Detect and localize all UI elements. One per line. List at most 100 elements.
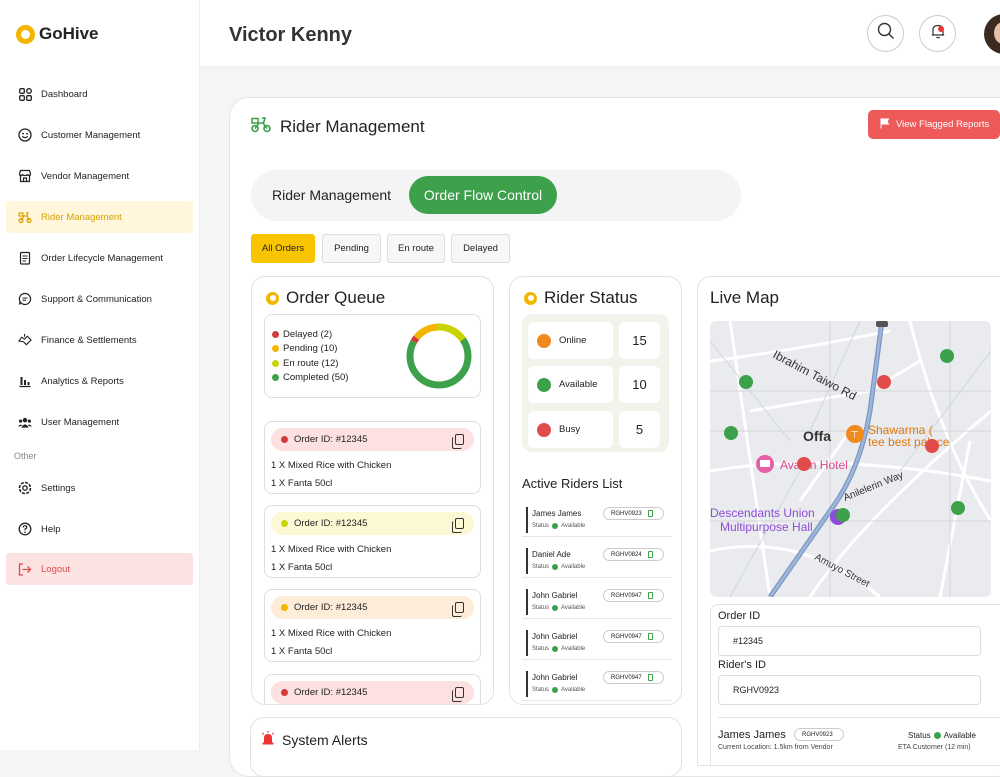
rider-code-pill[interactable]: RGHV0947 <box>603 671 664 684</box>
order-card[interactable]: Order ID: #12345 1 X Mixed Rice with Chi… <box>264 505 481 578</box>
map-label-hotel: Avalon Hotel <box>780 458 848 472</box>
notifications-button[interactable] <box>919 15 956 52</box>
rider-list-item[interactable]: John Gabriel Status Available RGHV0947 <box>522 667 672 701</box>
sidebar-item-finance[interactable]: Finance & Settlements <box>6 324 193 356</box>
rider-code: RGHV0923 <box>611 510 642 517</box>
copy-icon[interactable] <box>452 687 464 702</box>
rider-status-value: Available <box>561 646 586 652</box>
detail-rider-status: Status Available <box>908 731 976 740</box>
tab-rider-management[interactable]: Rider Management <box>272 187 392 203</box>
sidebar-item-vendor-management[interactable]: Vendor Management <box>6 160 193 192</box>
filter-all-orders[interactable]: All Orders <box>251 234 315 263</box>
rider-code-pill[interactable]: RGHV0947 <box>603 589 664 602</box>
sidebar-item-label: Help <box>41 523 61 535</box>
tab-order-flow-control[interactable]: Order Flow Control <box>409 176 557 214</box>
filter-delayed[interactable]: Delayed <box>451 234 510 263</box>
legend-completed: Completed (50) <box>272 372 348 383</box>
copy-icon[interactable] <box>452 434 464 449</box>
copy-icon[interactable] <box>452 602 464 617</box>
filter-pending[interactable]: Pending <box>322 234 381 263</box>
rider-status-value: Available <box>561 564 586 570</box>
top-bar: Victor Kenny <box>200 0 1000 67</box>
order-status-donut <box>406 323 472 389</box>
sidebar-item-analytics[interactable]: Analytics & Reports <box>6 365 193 397</box>
legend-dot <box>272 374 279 381</box>
order-id-pill: Order ID: #12345 <box>271 512 474 535</box>
rider-status: Status Available <box>532 605 585 611</box>
rider-code-pill[interactable]: RGHV0824 <box>603 548 664 561</box>
search-button[interactable] <box>867 15 904 52</box>
rider-divider <box>526 548 528 574</box>
sidebar-item-user-management[interactable]: User Management <box>6 406 193 438</box>
sidebar-item-help[interactable]: Help <box>6 513 193 545</box>
sidebar-item-customer-management[interactable]: Customer Management <box>6 119 193 151</box>
gohive-badge-icon <box>524 291 537 305</box>
rider-code-pill[interactable]: RGHV0923 <box>603 507 664 520</box>
sidebar-item-label: Rider Management <box>41 211 122 223</box>
status-dot <box>933 732 941 739</box>
sidebar-item-settings[interactable]: Settings <box>6 472 193 504</box>
rider-status-title: Rider Status <box>524 288 638 308</box>
status-dot <box>537 333 551 348</box>
order-id-pill: Order ID: #12345 <box>271 681 474 704</box>
view-flagged-reports-button[interactable]: View Flagged Reports <box>868 110 1000 139</box>
bike-icon <box>251 115 271 138</box>
rider-list-item[interactable]: John Gabriel Status Available RGHV0947 <box>522 626 672 660</box>
logout-button[interactable]: Logout <box>6 553 193 585</box>
sidebar-item-support[interactable]: Support & Communication <box>6 283 193 315</box>
sidebar-item-label: Customer Management <box>41 129 141 141</box>
map-label-poi: Shawarma ( <box>868 423 933 437</box>
logout-icon <box>18 562 32 576</box>
map-label-street: Ibrahim Taiwo Rd <box>771 347 859 403</box>
order-id: Order ID: #12345 <box>294 687 368 698</box>
detail-rider-code[interactable]: RGHV0923 <box>794 728 844 741</box>
legend-pending: Pending (10) <box>272 343 337 354</box>
sidebar-section-other: Other <box>14 451 37 461</box>
rider-list-item[interactable]: Daniel Ade Status Available RGHV0824 <box>522 544 672 578</box>
rider-name: James James <box>532 509 582 518</box>
rider-code: RGHV0947 <box>611 633 642 640</box>
rider-list-item[interactable]: James James Status Available RGHV0923 <box>522 503 672 537</box>
order-card[interactable]: Order ID: #12345 1 X Mixed Rice with Chi… <box>264 421 481 494</box>
sidebar-item-dashboard[interactable]: Dashboard <box>6 78 193 110</box>
order-item: 1 X Fanta 50cl <box>271 478 333 489</box>
rider-status-label: Status <box>532 564 550 570</box>
detail-rider-name: James James <box>718 729 786 741</box>
copy-icon[interactable] <box>647 633 653 640</box>
live-map-title: Live Map <box>710 288 779 307</box>
copy-icon[interactable] <box>647 551 653 558</box>
rider-list-item[interactable]: John Gabriel Status Available RGHV0947 <box>522 585 672 619</box>
sidebar-item-rider-management[interactable]: Rider Management <box>6 201 193 233</box>
status-dot <box>537 422 551 437</box>
rider-id-field[interactable]: RGHV0923 <box>718 675 981 705</box>
sidebar-item-label: User Management <box>41 416 120 428</box>
rider-code-pill[interactable]: RGHV0947 <box>603 630 664 643</box>
filter-en-route[interactable]: En route <box>387 234 445 263</box>
eta-text: ETA Customer (12 min) <box>898 744 971 751</box>
rider-status-title-text: Rider Status <box>544 288 638 307</box>
smile-icon <box>18 128 32 142</box>
order-id-field[interactable]: #12345 <box>718 626 981 656</box>
order-card[interactable]: Order ID: #12345 1 X Mixed Rice with Chi… <box>264 589 481 662</box>
page-title: Rider Management <box>280 116 425 136</box>
avatar[interactable] <box>984 14 1000 54</box>
chart-icon <box>18 374 32 388</box>
rider-divider <box>526 589 528 615</box>
app-logo[interactable]: GoHive <box>16 24 99 44</box>
copy-icon[interactable] <box>647 510 653 517</box>
rider-name: John Gabriel <box>532 632 578 641</box>
system-alerts-title-text: System Alerts <box>282 731 368 748</box>
order-item: 1 X Mixed Rice with Chicken <box>271 544 392 555</box>
copy-icon[interactable] <box>647 592 653 599</box>
order-card[interactable]: Order ID: #12345 <box>264 674 481 704</box>
chat-icon <box>18 292 32 306</box>
status-count: 15 <box>619 322 660 359</box>
status-label: Status <box>908 731 931 740</box>
rider-status-value: Available <box>561 605 586 611</box>
rider-divider <box>526 630 528 656</box>
sidebar-item-order-lifecycle[interactable]: Order Lifecycle Management <box>6 242 193 274</box>
flag-button-label: View Flagged Reports <box>896 119 990 130</box>
copy-icon[interactable] <box>647 674 653 681</box>
copy-icon[interactable] <box>452 518 464 533</box>
live-map[interactable]: Ibrahim Taiwo Rd Offa ⊤ Shawarma ( tee b… <box>710 321 991 597</box>
